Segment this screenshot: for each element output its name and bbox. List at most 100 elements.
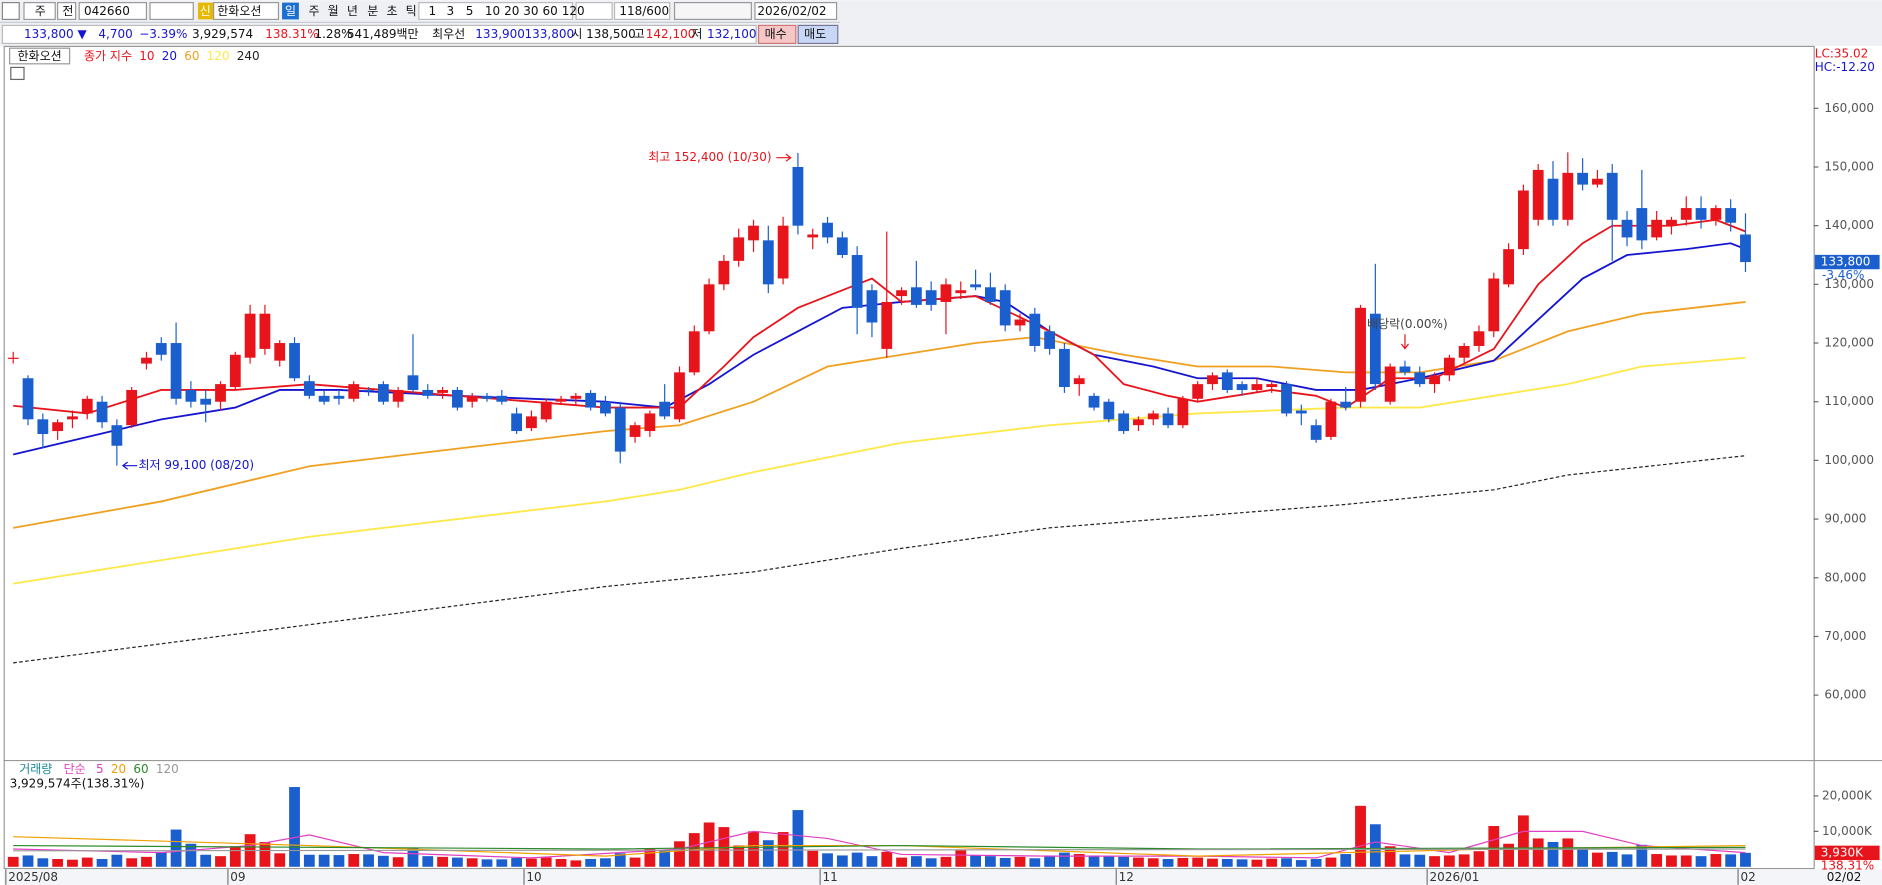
volume-bar [155,851,167,867]
volume-bar [1073,854,1085,867]
interval-buttons[interactable] [418,2,574,21]
toolbar-item[interactable]: 신 [200,4,211,18]
candle-body [659,401,671,417]
toolbar-item[interactable]: 3 [446,4,454,18]
volume-bar [185,843,197,867]
toolbar-item[interactable]: 전 [62,4,73,18]
volume-bar [777,832,789,867]
x-tick-label: 11 [823,870,838,884]
settings-icon[interactable] [10,66,25,81]
buy-button[interactable] [757,24,797,45]
code-input[interactable] [78,2,148,21]
toolbar-item[interactable]: 20 [504,4,519,18]
y-tick-label: 120,000 [1824,336,1874,350]
quote-item: 142,100 [646,27,696,41]
volume-bar [511,857,523,867]
toolbar-item[interactable]: 분 [367,4,378,18]
candle-body [1414,372,1426,385]
last-change-label: -3.46% [1822,268,1864,282]
toolbar-item[interactable]: 118/600 [619,4,669,18]
toolbar-item[interactable]: 30 [523,4,538,18]
tool-icons[interactable] [673,2,752,21]
candle-body [67,416,78,420]
candle-body [1177,398,1189,426]
candle-body [1147,413,1159,420]
candle-body [585,392,597,408]
volume-bar [392,857,404,867]
toolbar-item[interactable]: 2026/02/02 [757,4,826,18]
candle-body [229,354,241,388]
quote-item[interactable]: 매도 [804,27,826,41]
quote-item[interactable]: 매수 [765,27,787,41]
candle-body [22,378,34,420]
ma-legend-entry: 20 [162,49,177,63]
candle-body [1473,331,1485,346]
candle-body [792,166,804,226]
candle-body [822,222,833,238]
volume-bar [555,858,567,867]
menu-icon[interactable] [1,2,20,21]
candle-body [674,372,685,420]
x-tick-label: 09 [230,870,245,884]
candle-body [1725,208,1737,223]
volume-bar [170,829,182,867]
candle-body [1088,395,1100,408]
toolbar-item[interactable]: 5 [466,4,474,18]
candle-body [1458,345,1470,358]
name-field [213,2,280,21]
volume-bar [748,831,759,867]
toolbar-item[interactable]: 한화오션 [217,4,261,18]
candle-body [377,384,389,402]
prev-button[interactable] [57,2,77,21]
volume-bar [940,856,952,867]
ma-line [13,301,1746,529]
volume-bar [1029,858,1041,867]
y-tick-label: 60,000 [1824,688,1866,702]
volume-ma-legend-entry: 60 [133,762,148,776]
candle-body [614,407,626,452]
quote-item: −3.39% [139,27,187,41]
last-volume-box [1814,845,1880,861]
sell-button[interactable] [797,24,839,45]
toolbar-item[interactable]: 일 [285,4,296,18]
interval-input[interactable] [575,2,613,21]
volume-bar [1147,858,1159,867]
volume-bar [807,850,819,867]
toolbar-item[interactable]: 주 [35,4,46,18]
search-buttons[interactable] [149,2,194,21]
toolbar-item[interactable]: 1 [428,4,436,18]
candle-body [407,375,419,390]
toolbar-item[interactable]: 10 [485,4,500,18]
volume-bar [363,854,374,867]
last-price-box [1814,254,1880,270]
candle-body [511,413,523,432]
period-select[interactable] [23,2,56,21]
volume-bar [1710,854,1722,867]
volume-bar [1532,838,1544,867]
volume-bar [1473,851,1485,867]
toolbar-item[interactable]: 120 [562,4,585,18]
volume-bar [1355,805,1366,867]
toolbar-item[interactable]: 042660 [84,4,130,18]
toolbar-item[interactable]: 60 [543,4,558,18]
volume-ma-legend-entry: 5 [96,762,104,776]
candle-body [1310,425,1322,440]
volume-bar [1192,857,1204,867]
toolbar-item[interactable]: 초 [386,4,397,18]
candle-body [1429,375,1440,385]
volume-bar [585,858,597,867]
volume-bar [1340,854,1352,867]
day-tab-active[interactable] [282,2,299,20]
volume-bar [1236,859,1248,867]
date-input[interactable] [754,2,838,21]
candle-body [1621,219,1633,238]
toolbar-item[interactable]: 틱 [406,4,417,18]
toolbar-item[interactable]: 월 [328,4,339,18]
toolbar-item[interactable]: 주 [308,4,319,18]
volume-bar [1577,849,1589,867]
volume-y-tick-label: 10,000K [1822,824,1873,838]
y-tick-label: 90,000 [1824,512,1866,526]
toolbar-item[interactable]: 년 [347,4,358,18]
candle-body [259,313,271,349]
volume-bar [1562,838,1574,867]
